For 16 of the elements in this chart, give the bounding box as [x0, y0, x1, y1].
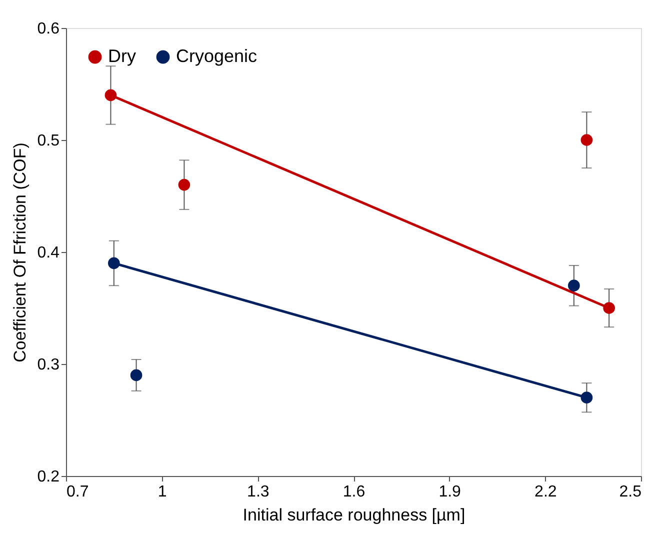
- y-axis-title: Coefficient Of Ffriction (COF): [10, 142, 30, 362]
- x-tick-label: 2.2: [534, 484, 557, 500]
- legend-label: Cryogenic: [176, 46, 258, 66]
- x-tick-label: 1.9: [438, 484, 462, 500]
- x-tick-label: 2.5: [619, 484, 642, 500]
- y-tick-label: 0.6: [37, 20, 60, 38]
- x-axis-title: Initial surface roughness [µm]: [242, 506, 466, 524]
- y-tick-label: 0.4: [37, 244, 60, 262]
- y-tick-label: 0.3: [37, 356, 60, 374]
- x-tick-label: 1.6: [342, 484, 366, 500]
- x-tick-label: 1.3: [247, 484, 270, 500]
- y-tick-label: 0.5: [37, 132, 60, 150]
- y-tick-label: 0.2: [37, 468, 60, 486]
- legend-label: Dry: [108, 46, 136, 66]
- x-tick-label: 1: [158, 484, 167, 500]
- x-tick-label: 0.7: [66, 484, 89, 500]
